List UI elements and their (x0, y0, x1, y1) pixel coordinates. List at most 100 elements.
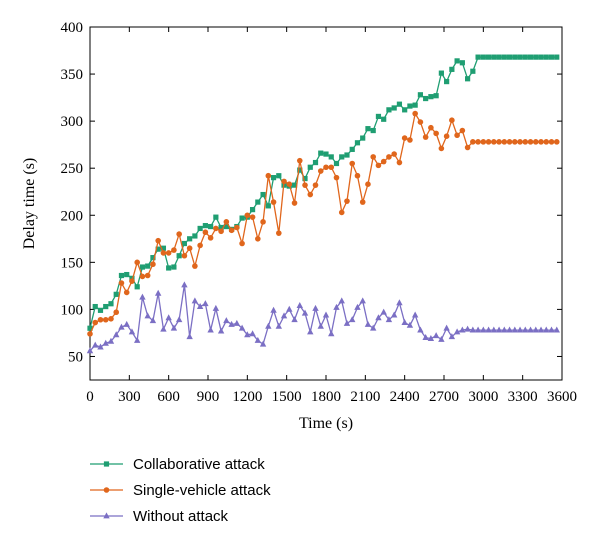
data-point-single-vehicle-attack (407, 137, 413, 143)
data-point-collaborative-attack (276, 173, 282, 179)
data-point-without-attack (233, 319, 241, 326)
data-point-collaborative-attack (339, 154, 345, 160)
data-point-single-vehicle-attack (548, 139, 555, 145)
y-tick-label: 300 (61, 114, 84, 130)
data-point-collaborative-attack (402, 107, 408, 113)
data-point-single-vehicle-attack (396, 159, 403, 166)
data-point-single-vehicle-attack (108, 316, 114, 322)
data-point-collaborative-attack (475, 54, 481, 60)
data-point-collaborative-attack (176, 253, 182, 259)
data-point-without-attack (144, 312, 151, 319)
x-tick-label: 3600 (547, 389, 577, 405)
data-point-single-vehicle-attack (218, 228, 224, 235)
data-point-single-vehicle-attack (102, 316, 109, 323)
data-point-single-vehicle-attack (506, 139, 513, 145)
legend-item-collaborative-attack: Collaborative attack (90, 456, 265, 473)
data-point-single-vehicle-attack (134, 259, 140, 266)
data-point-without-attack (212, 304, 220, 311)
data-point-collaborative-attack (360, 135, 366, 141)
data-point-single-vehicle-attack (281, 178, 287, 185)
data-point-single-vehicle-attack (186, 245, 193, 252)
legend-item-without-attack: Without attack (90, 508, 229, 525)
data-point-without-attack (495, 326, 503, 333)
data-point-without-attack (522, 326, 529, 333)
data-point-without-attack (307, 328, 314, 335)
data-point-single-vehicle-attack (150, 261, 156, 268)
data-point-single-vehicle-attack (97, 316, 104, 323)
data-point-collaborative-attack (554, 54, 560, 60)
data-point-single-vehicle-attack (359, 199, 366, 205)
data-point-single-vehicle-attack (470, 139, 476, 145)
data-point-single-vehicle-attack (543, 139, 550, 145)
data-point-collaborative-attack (312, 159, 319, 166)
data-point-collaborative-attack (370, 127, 376, 134)
data-point-single-vehicle-attack (522, 139, 529, 145)
data-point-without-attack (485, 326, 492, 333)
series-single-vehicle-attack (87, 110, 560, 337)
data-point-collaborative-attack (323, 151, 329, 157)
data-point-single-vehicle-attack (354, 172, 361, 179)
data-point-single-vehicle-attack (553, 139, 560, 145)
data-point-without-attack (181, 281, 188, 288)
data-point-collaborative-attack (249, 207, 256, 213)
data-point-without-attack (438, 335, 445, 342)
data-point-single-vehicle-attack (291, 200, 298, 206)
data-point-without-attack (390, 311, 398, 318)
data-point-single-vehicle-attack (375, 162, 382, 169)
legend-swatch-marker (103, 512, 110, 519)
legend-label: Collaborative attack (133, 456, 265, 473)
data-point-without-attack (254, 336, 262, 343)
data-point-collaborative-attack (297, 167, 303, 173)
data-point-single-vehicle-attack (532, 139, 539, 145)
data-point-collaborative-attack (166, 265, 172, 271)
data-point-single-vehicle-attack (338, 209, 345, 216)
data-point-without-attack (259, 340, 267, 347)
data-point-collaborative-attack (108, 301, 114, 307)
data-point-without-attack (501, 326, 508, 333)
data-point-single-vehicle-attack (139, 273, 146, 280)
x-tick-label: 0 (86, 389, 94, 405)
data-point-single-vehicle-attack (501, 139, 508, 145)
data-point-without-attack (417, 326, 424, 333)
data-point-collaborative-attack (538, 54, 544, 60)
data-point-single-vehicle-attack (123, 289, 130, 296)
data-point-single-vehicle-attack (228, 227, 235, 234)
data-point-without-attack (291, 316, 298, 323)
data-point-without-attack (548, 326, 555, 333)
data-point-without-attack (511, 326, 518, 333)
data-point-collaborative-attack (375, 113, 382, 120)
data-point-collaborative-attack (87, 325, 93, 331)
data-point-without-attack (380, 308, 387, 315)
legend-swatch-marker (103, 461, 110, 467)
data-point-without-attack (396, 299, 403, 306)
data-point-collaborative-attack (97, 307, 104, 313)
data-point-without-attack (207, 326, 214, 333)
data-point-single-vehicle-attack (443, 133, 450, 139)
data-point-collaborative-attack (118, 272, 125, 279)
data-point-single-vehicle-attack (386, 154, 392, 160)
data-point-without-attack (474, 326, 482, 333)
data-point-single-vehicle-attack (496, 139, 502, 145)
data-point-collaborative-attack (129, 275, 135, 281)
data-point-single-vehicle-attack (370, 154, 377, 160)
data-point-collaborative-attack (491, 54, 497, 60)
y-tick-label: 350 (61, 67, 84, 83)
data-point-without-attack (432, 332, 440, 339)
data-point-single-vehicle-attack (213, 225, 219, 232)
data-point-single-vehicle-attack (512, 139, 518, 145)
data-point-without-attack (244, 331, 251, 338)
data-point-without-attack (175, 316, 183, 323)
data-point-single-vehicle-attack (449, 117, 455, 123)
data-point-single-vehicle-attack (181, 252, 188, 259)
data-point-single-vehicle-attack (160, 250, 167, 256)
y-tick-label: 200 (61, 208, 84, 224)
data-point-collaborative-attack (517, 54, 523, 60)
data-point-single-vehicle-attack (328, 164, 335, 171)
data-point-single-vehicle-attack (391, 151, 397, 157)
data-point-single-vehicle-attack (317, 168, 324, 174)
data-point-collaborative-attack (485, 54, 492, 60)
data-point-collaborative-attack (145, 263, 151, 269)
data-point-collaborative-attack (134, 284, 140, 290)
data-point-single-vehicle-attack (433, 130, 439, 137)
